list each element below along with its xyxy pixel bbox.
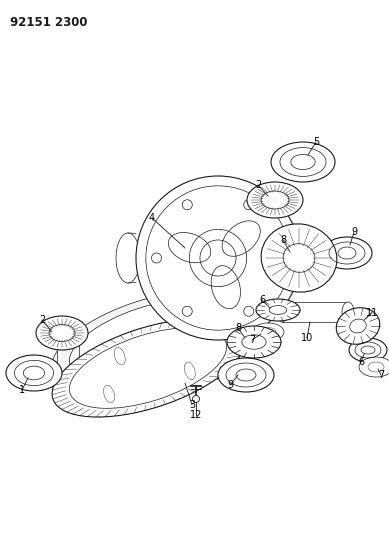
- Text: 6: 6: [259, 295, 265, 305]
- Ellipse shape: [349, 338, 387, 362]
- Text: 9: 9: [351, 227, 357, 237]
- Circle shape: [182, 306, 192, 316]
- Text: 8: 8: [280, 235, 286, 245]
- Ellipse shape: [342, 302, 354, 322]
- Circle shape: [182, 200, 192, 210]
- Ellipse shape: [168, 232, 211, 263]
- Text: 7: 7: [249, 335, 255, 345]
- Circle shape: [244, 200, 254, 210]
- Ellipse shape: [69, 300, 227, 381]
- Ellipse shape: [184, 362, 195, 379]
- Text: 3: 3: [189, 400, 195, 410]
- Circle shape: [136, 176, 300, 340]
- Ellipse shape: [52, 319, 244, 417]
- Ellipse shape: [6, 355, 62, 391]
- Text: 10: 10: [301, 333, 313, 343]
- Ellipse shape: [322, 237, 372, 269]
- Circle shape: [151, 253, 161, 263]
- Ellipse shape: [36, 316, 88, 350]
- Ellipse shape: [222, 221, 260, 256]
- Text: 11: 11: [366, 308, 378, 318]
- Text: 1: 1: [19, 385, 25, 395]
- Circle shape: [193, 395, 200, 402]
- Ellipse shape: [261, 224, 337, 292]
- Ellipse shape: [227, 326, 281, 358]
- Ellipse shape: [252, 323, 284, 341]
- Text: 92151 2300: 92151 2300: [10, 16, 88, 29]
- Ellipse shape: [256, 299, 300, 321]
- Text: 5: 5: [313, 137, 319, 147]
- Ellipse shape: [103, 385, 114, 402]
- Ellipse shape: [218, 358, 274, 392]
- Ellipse shape: [116, 233, 140, 283]
- Text: 8: 8: [235, 323, 241, 333]
- Ellipse shape: [296, 238, 320, 278]
- Text: 12: 12: [190, 410, 202, 420]
- Ellipse shape: [336, 308, 380, 344]
- Text: 2: 2: [39, 315, 45, 325]
- Bar: [282, 302, 348, 322]
- Ellipse shape: [211, 265, 240, 309]
- Text: 6: 6: [358, 357, 364, 367]
- Circle shape: [244, 306, 254, 316]
- Circle shape: [275, 253, 284, 263]
- Text: 4: 4: [149, 213, 155, 223]
- Ellipse shape: [247, 182, 303, 218]
- Ellipse shape: [114, 348, 125, 365]
- Text: 2: 2: [255, 180, 261, 190]
- Text: 7: 7: [378, 370, 384, 380]
- Ellipse shape: [69, 328, 227, 408]
- Ellipse shape: [359, 357, 389, 377]
- Ellipse shape: [276, 302, 288, 322]
- Ellipse shape: [271, 142, 335, 182]
- Text: 9: 9: [227, 380, 233, 390]
- Ellipse shape: [52, 291, 244, 389]
